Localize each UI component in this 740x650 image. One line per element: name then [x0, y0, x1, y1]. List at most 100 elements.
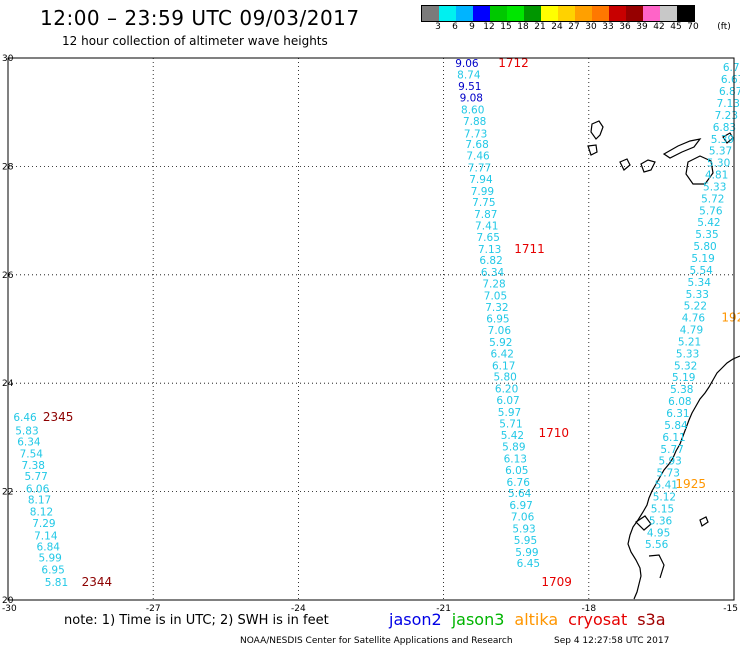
x-tick-label: -24 [291, 604, 306, 614]
legend-tick-label: 24 [551, 22, 563, 32]
footnote: note: 1) Time is in UTC; 2) SWH is in fe… [64, 613, 329, 628]
x-tick-label: -21 [436, 604, 451, 614]
swh-value: 5.92 [489, 337, 512, 349]
swh-value: 6.07 [496, 395, 519, 407]
pass-time-label: 1925 [675, 477, 706, 491]
swh-value: 5.42 [697, 217, 720, 229]
island-small-b [699, 516, 709, 527]
swh-value: 7.88 [463, 116, 486, 128]
y-tick-label: 20 [2, 596, 14, 606]
island-canary-a [590, 120, 604, 140]
island-canary-e [662, 138, 702, 159]
color-scale-labels: 3 6 9 12 15 18 21 24 27 30 33 36 39 42 45 70 (ft) [421, 22, 740, 34]
x-tick-label: -27 [146, 604, 161, 614]
swh-value: 7.28 [482, 278, 505, 290]
legend-tick-label: 70 [687, 22, 699, 32]
legend-tick-label: 3 [435, 22, 441, 32]
swh-value: 6.84 [37, 541, 61, 553]
swh-value: 5.73 [657, 468, 680, 480]
swh-value: 5.76 [699, 205, 723, 217]
swh-value: 6.31 [666, 408, 689, 420]
legend-swatch [643, 6, 660, 21]
legend-tick-label: 27 [568, 22, 580, 32]
swh-value: 5.97 [498, 407, 521, 419]
pass-time-label: 1711 [514, 242, 545, 256]
swh-value: 6.95 [41, 565, 64, 577]
legend-swatch [575, 6, 592, 21]
map-title: 12:00 – 23:59 UTC 09/03/2017 [40, 6, 360, 30]
swh-value: 5.72 [701, 193, 724, 205]
pass-time-label: 2344 [82, 575, 113, 589]
swh-value: 5.32 [674, 360, 697, 372]
pass-time-label: 2345 [43, 410, 74, 424]
swh-value: 5.77 [24, 471, 47, 483]
swh-value: 7.87 [474, 209, 497, 221]
legend-tick-label: 36 [619, 22, 631, 32]
legend-tick-label: 15 [500, 22, 512, 32]
legend-tick-label: 42 [653, 22, 665, 32]
swh-value: 7.99 [471, 186, 494, 198]
swh-value: 5.30 [707, 158, 730, 170]
island-canary-b [587, 144, 598, 156]
swh-value: 5.19 [691, 253, 714, 265]
island-small-a [722, 132, 734, 144]
altimeter-track: 6.796.676.877.137.236.835.395.375.304.81… [645, 62, 740, 551]
swh-value: 7.73 [464, 128, 487, 140]
satellite-legend-item: cryosat [568, 610, 628, 629]
swh-value: 7.54 [20, 449, 44, 461]
swh-value: 7.94 [469, 174, 493, 186]
coastline [587, 120, 740, 600]
legend-swatch [677, 6, 694, 21]
swh-value: 6.11 [662, 432, 685, 444]
swh-value: 6.34 [481, 267, 505, 279]
swh-value: 7.13 [717, 98, 740, 110]
swh-value: 6.20 [495, 384, 518, 396]
legend-swatch [456, 6, 473, 21]
swh-value: 7.14 [34, 531, 58, 543]
swh-value: 5.56 [645, 539, 669, 551]
color-scale-legend [421, 5, 695, 22]
swh-value: 7.68 [465, 139, 488, 151]
swh-value: 5.80 [493, 372, 516, 384]
pass-time-label: 1712 [498, 56, 529, 70]
legend-tick-label: 33 [602, 22, 614, 32]
swh-value: 7.05 [484, 290, 507, 302]
swh-value: 5.42 [501, 430, 524, 442]
credit-timestamp: Sep 4 12:27:58 UTC 2017 [554, 636, 670, 646]
island-canary-d [640, 159, 656, 173]
legend-swatch [609, 6, 626, 21]
swh-value: 6.05 [505, 465, 528, 477]
altimeter-track: 9.068.749.519.088.607.887.737.687.467.77… [455, 56, 572, 589]
swh-value: 5.93 [512, 523, 535, 535]
coast-spur [648, 554, 665, 579]
legend-swatch [660, 6, 677, 21]
swh-value: 5.77 [660, 444, 683, 456]
swh-value: 5.71 [499, 418, 522, 430]
swh-value: 5.34 [688, 277, 712, 289]
swh-value: 6.34 [17, 437, 41, 449]
swh-value: 8.60 [461, 104, 484, 116]
swh-value: 7.77 [468, 162, 491, 174]
swh-value: 9.08 [460, 93, 483, 105]
swh-tracks: 6.465.836.347.547.385.776.068.178.127.29… [13, 56, 740, 589]
swh-value: 5.21 [678, 336, 701, 348]
legend-swatch [592, 6, 609, 21]
legend-unit: (ft) [717, 22, 731, 32]
legend-tick-label: 45 [670, 22, 682, 32]
swh-value: 6.76 [507, 477, 531, 489]
swh-value: 5.64 [508, 488, 532, 500]
swh-value: 7.75 [472, 197, 495, 209]
swh-value: 7.65 [477, 232, 500, 244]
swh-value: 6.79 [723, 62, 740, 74]
swh-value: 7.41 [475, 220, 498, 232]
legend-swatch [473, 6, 490, 21]
legend-tick-label: 30 [585, 22, 597, 32]
swh-value: 5.33 [676, 348, 699, 360]
swh-value: 6.42 [491, 348, 514, 360]
swh-value: 5.37 [709, 146, 732, 158]
swh-value: 5.80 [693, 241, 716, 253]
swh-value: 5.38 [670, 384, 693, 396]
swh-value: 6.13 [504, 454, 527, 466]
